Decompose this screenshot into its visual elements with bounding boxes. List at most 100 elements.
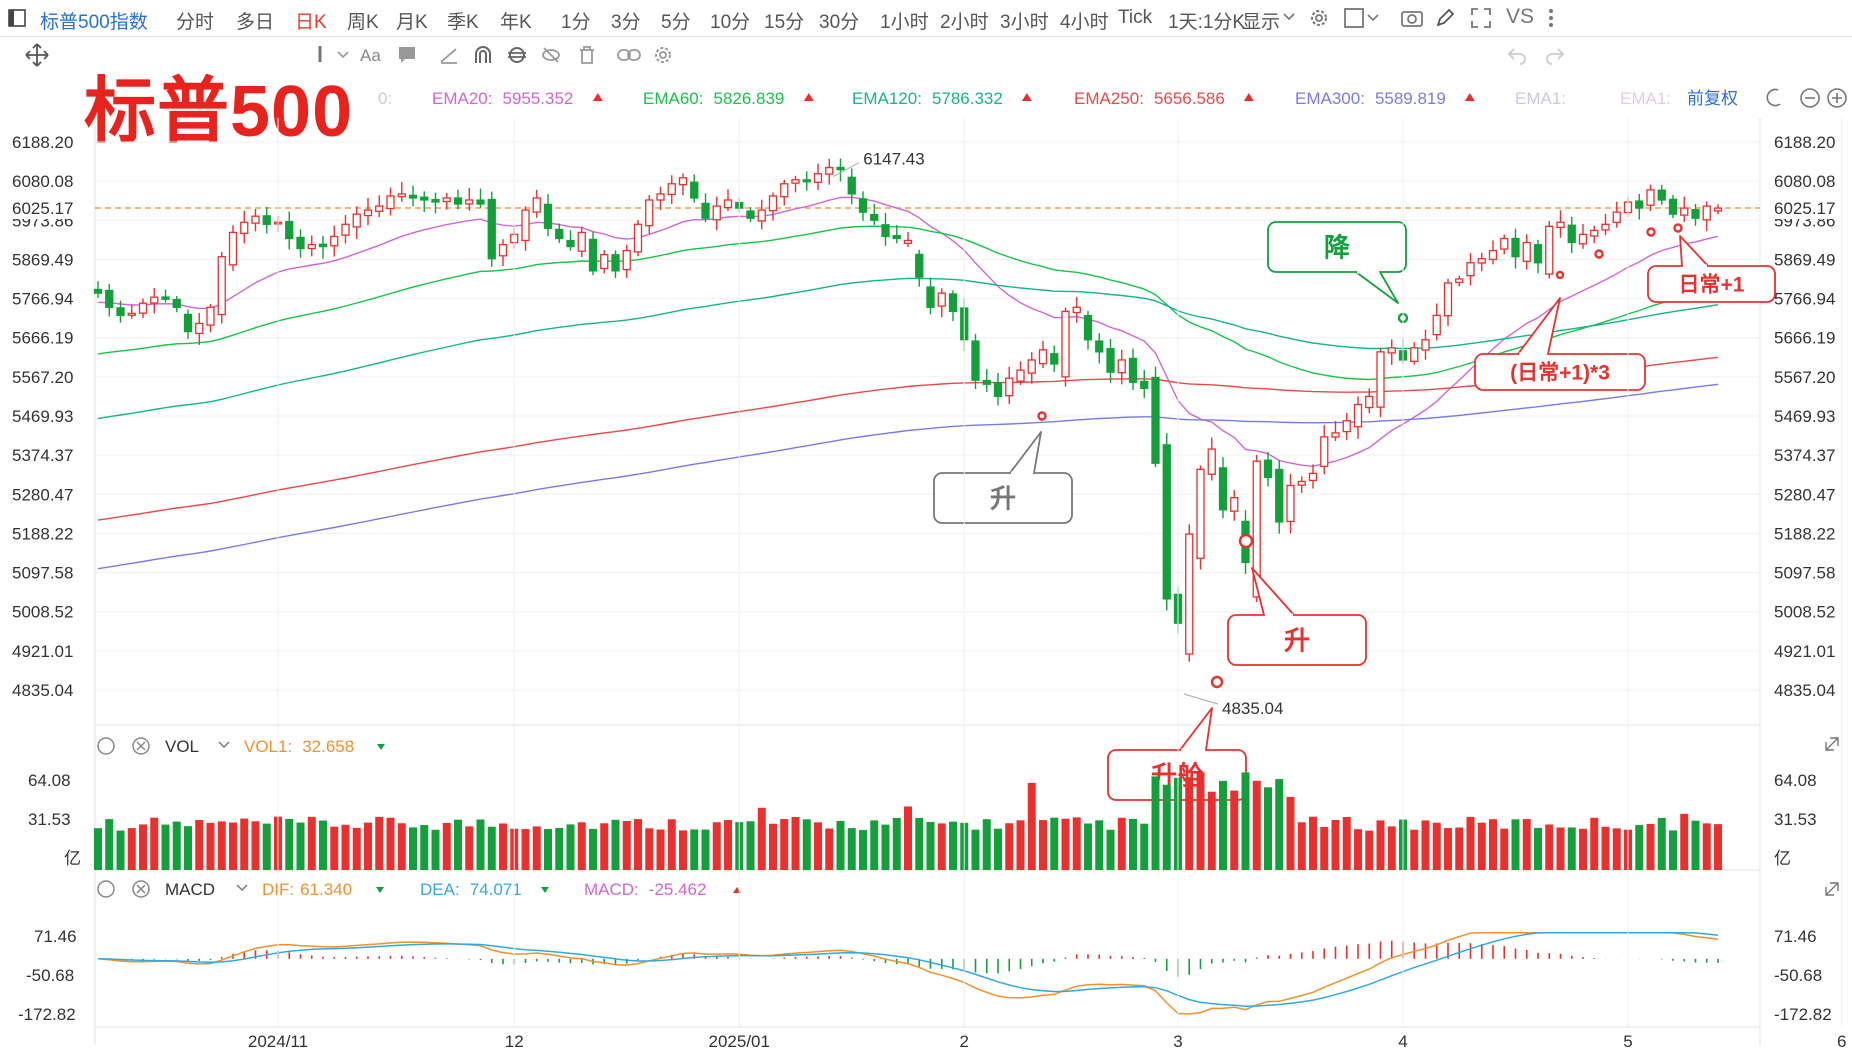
period-tab[interactable]: 1小时 (880, 12, 929, 33)
candle-body (217, 256, 226, 316)
period-tab[interactable]: 2小时 (940, 12, 989, 33)
volume-bar (127, 828, 136, 870)
trash-icon[interactable] (576, 44, 598, 66)
period-tab[interactable]: 分时 (176, 12, 215, 33)
period-tab[interactable]: Tick (1118, 7, 1153, 28)
period-tab[interactable]: 月K (396, 12, 428, 33)
link-icon[interactable] (616, 44, 642, 66)
volume-bar (1635, 825, 1644, 870)
redo-icon[interactable] (1544, 44, 1566, 66)
layout-square-icon[interactable] (1344, 7, 1380, 29)
candle-body (1680, 207, 1689, 216)
volume-bar (1680, 813, 1689, 870)
candle-body (1635, 200, 1644, 209)
ema-legend-value: 5656.586 (1154, 89, 1225, 108)
volume-bar (1489, 819, 1497, 870)
camera-icon[interactable] (1400, 7, 1424, 29)
period-tab[interactable]: 30分 (819, 12, 860, 33)
sync-icon[interactable] (506, 44, 528, 66)
move-icon[interactable] (24, 42, 50, 68)
period-tab[interactable]: 1天:1分K (1168, 12, 1246, 33)
draw-settings-icon[interactable] (652, 44, 674, 66)
vol-close-icon[interactable] (132, 737, 150, 755)
adjust-mode-button[interactable]: 前复权 (1687, 89, 1738, 108)
magnet-icon[interactable] (472, 44, 494, 66)
pencil-icon[interactable] (1434, 7, 1456, 29)
top-toolbar: 标普500指数 分时 多日 日K 周K 月K 季K 年K 1分 3分 5分 10分 15分 30分 1小时… (0, 0, 1852, 37)
index-title-link[interactable]: 标普500指数 (40, 12, 148, 33)
volume-bar (1027, 782, 1036, 870)
volume-bar (1320, 826, 1329, 870)
ema-line-ema300 (97, 383, 1719, 570)
candle-body (1207, 448, 1216, 475)
expand-icon[interactable] (1825, 882, 1839, 896)
ema-legend-item[interactable]: EMA1: (1515, 89, 1566, 108)
candle-body (858, 198, 868, 213)
hide-icon[interactable] (540, 44, 562, 66)
period-tab[interactable]: 1分 (561, 12, 591, 33)
period-tab[interactable]: 周K (347, 12, 379, 33)
ema-legend-item[interactable]: EMA300: 5589.819 (1295, 89, 1446, 108)
chevron-down-icon[interactable] (1283, 12, 1295, 22)
vol-indicator-name[interactable]: VOL (165, 737, 199, 756)
volume-bar (1342, 816, 1351, 870)
candle-body (712, 205, 721, 221)
macd-close-icon[interactable] (132, 880, 150, 898)
date-axis: 2024/11 12 2025/01 2 3 4 5 6 (248, 118, 1846, 1051)
volume-bar (757, 807, 766, 870)
cursor-icon[interactable] (316, 44, 350, 66)
period-tab[interactable]: 4小时 (1060, 12, 1109, 33)
candle-body (645, 199, 654, 227)
volume-bar (1511, 819, 1520, 870)
annotation-up-2: 升 (1227, 567, 1367, 666)
fullscreen-icon[interactable] (1470, 7, 1492, 29)
candle-body (521, 209, 530, 242)
price-tick: 6080.08 (12, 172, 73, 191)
period-tab[interactable]: 15分 (764, 12, 805, 33)
expand-icon[interactable] (1825, 737, 1839, 751)
vol-settings-icon[interactable] (97, 737, 115, 755)
down-arrow-icon (377, 744, 385, 750)
macd-indicator-name[interactable]: MACD (165, 880, 215, 899)
candles (93, 158, 1723, 662)
period-tab[interactable]: 10分 (710, 12, 751, 33)
macd-panel: MACD DIF: 61.340 DEA: 74.071 MACD: -25.462 71.4… (18, 880, 1839, 1024)
zoom-in-icon[interactable] (1827, 88, 1847, 108)
period-tab[interactable]: 5分 (661, 12, 691, 33)
candle-body (1545, 225, 1554, 275)
chevron-down-icon[interactable] (236, 884, 248, 892)
gear-icon[interactable] (1308, 7, 1330, 29)
chevron-down-icon[interactable] (218, 741, 230, 749)
more-icon[interactable] (1546, 7, 1556, 29)
ema-legend-item[interactable]: EMA250: 5656.586 (1074, 89, 1225, 108)
period-tab[interactable]: 年K (500, 12, 532, 33)
display-menu[interactable]: 显示 (1242, 12, 1281, 33)
volume-bar (386, 817, 395, 870)
ema-legend-item[interactable]: EMA1: (1620, 89, 1671, 108)
period-tab[interactable]: 3小时 (1000, 12, 1049, 33)
period-tab[interactable]: 季K (447, 12, 479, 33)
volume-bar (555, 828, 564, 870)
ema-legend-item[interactable]: EMA120: 5786.332 (852, 89, 1003, 108)
text-tool-icon[interactable]: Aa (358, 44, 384, 66)
price-tick: 5469.93 (1774, 407, 1835, 426)
undo-icon[interactable] (1506, 44, 1528, 66)
period-tab[interactable]: 日K (295, 12, 327, 33)
line-tool-icon[interactable] (438, 44, 460, 66)
vs-button[interactable]: VS (1506, 5, 1535, 28)
comment-icon[interactable] (396, 44, 418, 66)
candle-body (172, 298, 181, 308)
macd-settings-icon[interactable] (97, 880, 115, 898)
current-price-badge-left (4, 197, 82, 220)
ema-legend-item[interactable]: EMA60: 5826.839 (643, 89, 784, 108)
reset-icon[interactable] (1766, 88, 1781, 107)
sidebar-toggle-icon[interactable] (8, 9, 26, 27)
period-tab[interactable]: 多日 (236, 12, 275, 33)
volume-bar (1072, 817, 1081, 870)
zoom-out-icon[interactable] (1800, 88, 1820, 108)
date-tick: 2024/11 (248, 1032, 308, 1051)
period-tab[interactable]: 3分 (611, 12, 641, 33)
ema-legend-item[interactable]: EMA20: 5955.352 (432, 89, 573, 108)
dif-value: 61.340 (300, 880, 352, 899)
